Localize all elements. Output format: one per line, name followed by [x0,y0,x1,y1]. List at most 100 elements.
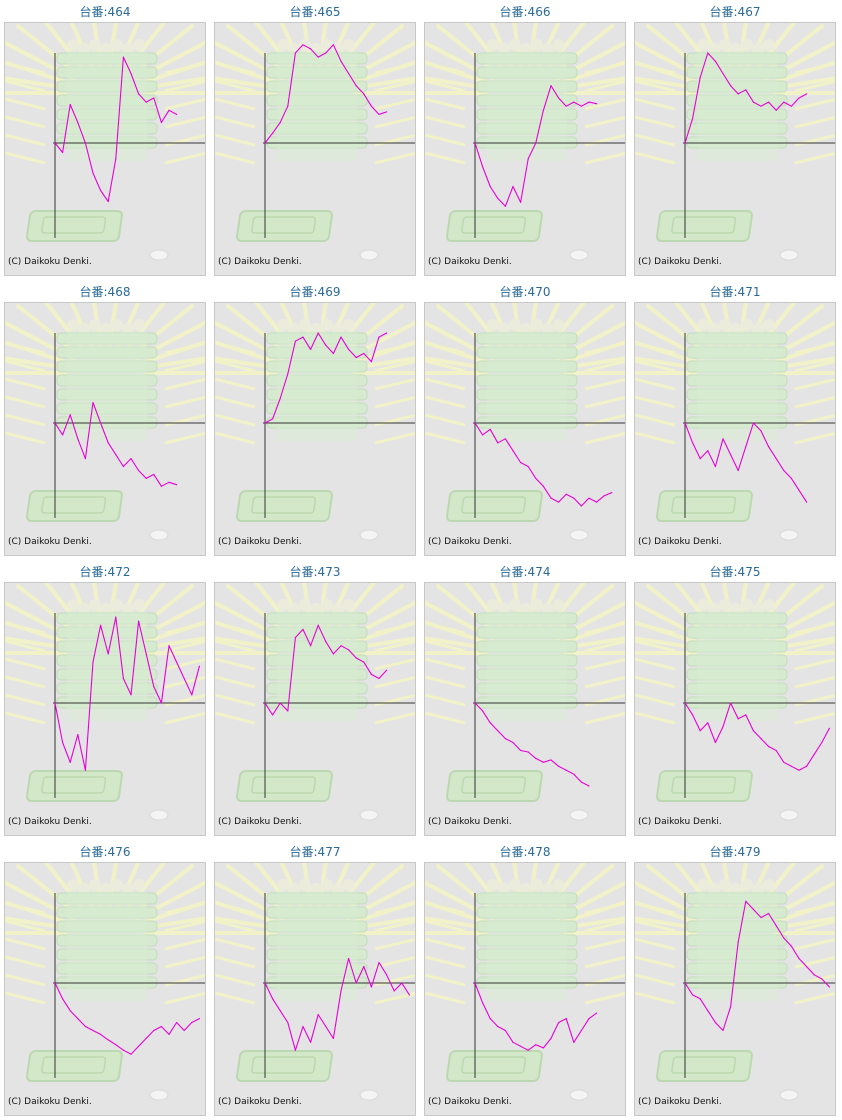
data-point [332,653,334,655]
data-point [370,105,372,107]
chart-title[interactable]: 台番:474 [499,565,551,579]
chart-frame: (C) Daikoku Denki. [634,862,836,1116]
chart-cell[interactable]: 台番:466 (C) Daikoku Denki. [420,0,630,280]
data-point [535,142,537,144]
data-point [692,117,694,120]
chart-title[interactable]: 台番:472 [79,565,131,579]
chart-title[interactable]: 台番:468 [79,285,131,299]
data-point [363,352,365,355]
data-point [474,982,476,984]
data-point [355,982,357,984]
chart-cell[interactable]: 台番:468 (C) Daikoku Denki. [0,280,210,560]
chart-title[interactable]: 台番:477 [289,845,341,859]
data-point [790,105,792,107]
data-point [573,101,575,103]
chart-title[interactable]: 台番:464 [79,5,131,19]
data-point [130,1053,132,1055]
data-point [77,438,79,440]
data-point [340,60,342,62]
data-point [145,101,147,103]
data-point [370,361,372,363]
data-point [535,477,537,479]
chart-cell[interactable]: 台番:467 (C) Daikoku Denki. [630,0,840,280]
data-point [504,205,506,207]
data-point [783,101,785,103]
data-point [153,1029,155,1032]
data-point [806,966,808,968]
data-point [828,986,830,988]
data-point [138,469,140,472]
copyright-label: (C) Daikoku Denki. [218,537,302,547]
data-point [806,93,808,95]
data-point [684,142,686,144]
chart-cell[interactable]: 台番:479 (C) Daikoku Denki. [630,840,840,1120]
data-point [287,710,289,712]
data-point [596,1012,598,1014]
data-point [775,749,777,752]
chart-title[interactable]: 台番:470 [499,285,551,299]
data-series-line [54,616,200,771]
data-point [542,485,544,487]
data-point [69,103,71,106]
data-point [512,1041,514,1043]
chart-cell[interactable]: 台番:469 (C) Daikoku Denki. [210,280,420,560]
chart-title[interactable]: 台番:475 [709,565,761,579]
data-point [474,702,476,704]
data-point [527,465,529,468]
chart-cell[interactable]: 台番:475 (C) Daikoku Denki. [630,560,840,840]
data-point [325,1025,327,1028]
chart-title[interactable]: 台番:476 [79,845,131,859]
data-point [115,158,117,160]
data-point [596,501,598,503]
chart-cell[interactable]: 台番:478 (C) Daikoku Denki. [420,840,630,1120]
chart-title[interactable]: 台番:471 [709,285,761,299]
chart-cell[interactable]: 台番:464 (C) Daikoku Denki. [0,0,210,280]
data-point [737,941,739,943]
data-point [100,1033,102,1036]
data-point [550,85,552,87]
data-point [504,438,506,440]
copyright-label: (C) Daikoku Denki. [8,817,92,827]
data-point [752,422,754,424]
chart-title[interactable]: 台番:467 [709,5,761,19]
data-point [482,710,484,712]
data-point [355,356,357,359]
data-point [760,430,762,432]
copyright-label: (C) Daikoku Denki. [8,257,92,267]
chart-cell[interactable]: 台番:477 (C) Daikoku Denki. [210,840,420,1120]
chart-cell[interactable]: 台番:471 (C) Daikoku Denki. [630,280,840,560]
chart-cell[interactable]: 台番:470 (C) Daikoku Denki. [420,280,630,560]
chart-title[interactable]: 台番:469 [289,285,341,299]
chart-title[interactable]: 台番:465 [289,5,341,19]
chart-cell[interactable]: 台番:465 (C) Daikoku Denki. [210,0,420,280]
data-point [692,994,694,996]
chart-svg [215,583,415,821]
data-point [699,998,701,1000]
data-point [790,945,792,947]
data-point [730,85,732,87]
data-point [813,753,815,756]
chart-cell[interactable]: 台番:474 (C) Daikoku Denki. [420,560,630,840]
data-point [378,961,380,964]
chart-cell[interactable]: 台番:473 (C) Daikoku Denki. [210,560,420,840]
data-point [692,714,694,716]
data-point [332,44,334,46]
copyright-label: (C) Daikoku Denki. [638,257,722,267]
data-point [821,741,823,744]
chart-frame: (C) Daikoku Denki. [634,582,836,836]
data-point [92,1029,94,1032]
chart-title[interactable]: 台番:479 [709,845,761,859]
data-point [54,702,56,704]
data-point [54,982,56,984]
chart-title[interactable]: 台番:466 [499,5,551,19]
chart-cell[interactable]: 台番:476 (C) Daikoku Denki. [0,840,210,1120]
data-point [279,121,281,124]
chart-title[interactable]: 台番:473 [289,565,341,579]
data-point [714,1021,716,1024]
data-point [294,636,296,639]
data-point [512,450,514,452]
data-point [768,745,770,748]
chart-cell[interactable]: 台番:472 (C) Daikoku Denki. [0,560,210,840]
data-point [806,501,808,503]
chart-title[interactable]: 台番:478 [499,845,551,859]
